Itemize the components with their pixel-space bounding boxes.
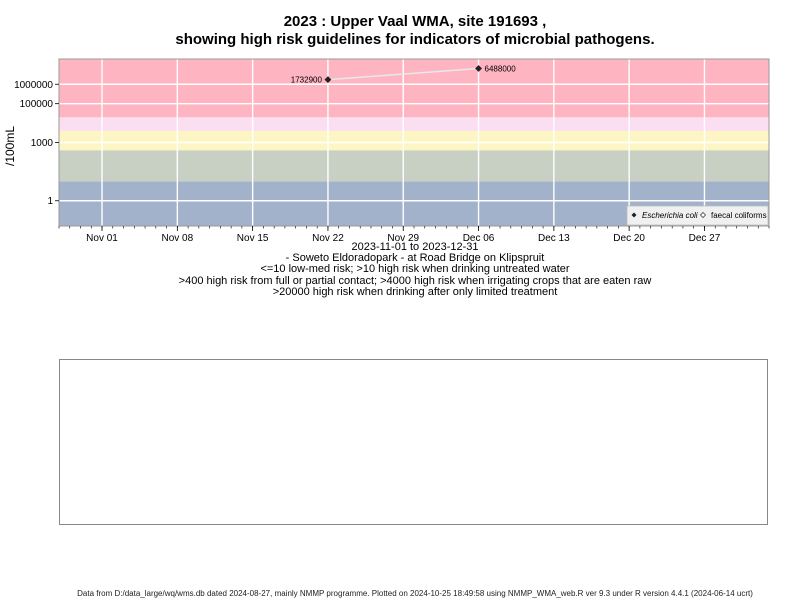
risk-band-1 <box>59 150 769 182</box>
series-layer: 1732900 6488000 <box>291 64 516 84</box>
x-tick-label-2: Nov 15 <box>237 233 269 244</box>
chart-title-line2: showing high risk guidelines for indicat… <box>175 31 655 48</box>
legend-marker-ecoli <box>631 212 637 218</box>
microbial-chart: 1732900 6488000 1 1000 100000 1000000 Nov 01… <box>3 58 770 244</box>
x-tick-label-3: Nov 22 <box>312 233 344 244</box>
data-point-0-1 <box>475 65 482 72</box>
grid-lines <box>59 59 769 226</box>
caption-guideline-treatment: >20000 high risk when drinking after onl… <box>272 286 558 298</box>
data-label-0-0: 1732900 <box>291 76 323 85</box>
legend-marker-faecal <box>699 211 707 219</box>
data-point-0-0 <box>324 76 332 84</box>
risk-band-2 <box>59 130 769 151</box>
y-axis-label: /100mL <box>3 126 17 166</box>
caption-guideline-contact: >400 high risk from full or partial cont… <box>178 275 652 287</box>
x-tick-label-0: Nov 01 <box>86 233 118 244</box>
legend-box <box>626 205 769 226</box>
legend-label-faecal: faecal coliforms <box>711 211 767 220</box>
empty-plot-panel <box>59 359 768 525</box>
legend-label-ecoli: Escherichia coli <box>642 211 698 220</box>
caption-site: - Soweto Eldoradopark - at Road Bridge o… <box>285 252 545 264</box>
y-tick-label-0: 1 <box>47 196 53 207</box>
x-tick-label-4: Nov 29 <box>387 233 419 244</box>
y-axis: 1 1000 100000 1000000 <box>14 80 59 207</box>
caption-guideline-drinking: <=10 low-med risk; >10 high risk when dr… <box>260 263 570 275</box>
x-tick-label-1: Nov 08 <box>161 233 193 244</box>
x-axis: Nov 01 Nov 08 Nov 15 Nov 22 Nov 29 Dec 06 Dec … <box>58 226 770 244</box>
caption-date-range: 2023-11-01 to 2023-12-31 <box>351 241 479 253</box>
risk-band-3 <box>59 117 769 131</box>
data-label-0-1: 6488000 <box>485 64 517 73</box>
x-tick-label-7: Dec 20 <box>613 233 645 244</box>
y-tick-label-3: 1000000 <box>14 80 53 91</box>
chart-title-line1: 2023 : Upper Vaal WMA, site 191693 , <box>283 13 547 30</box>
legend: Escherichia coli faecal coliforms <box>626 205 769 226</box>
footer-note: Data from D:/data_large/wq/wms.db dated … <box>77 589 753 598</box>
x-tick-label-8: Dec 27 <box>689 233 721 244</box>
y-tick-label-1: 1000 <box>31 138 54 149</box>
y-tick-label-2: 100000 <box>20 99 54 110</box>
series-line-0 <box>327 67 479 81</box>
risk-band-4 <box>59 59 769 118</box>
x-tick-label-6: Dec 13 <box>538 233 570 244</box>
x-tick-label-5: Dec 06 <box>463 233 495 244</box>
